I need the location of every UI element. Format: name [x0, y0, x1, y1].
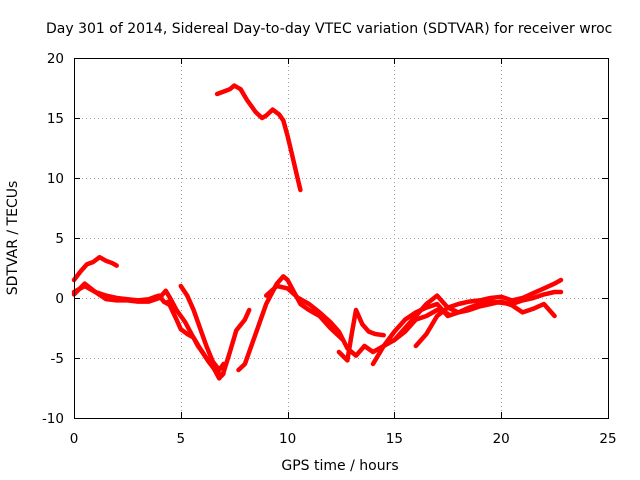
grid-layer [74, 58, 608, 418]
y-tick-label: 15 [47, 111, 64, 127]
tick-layer: 0 5 10 15 20 25 -10 -5 0 5 10 15 20 [42, 51, 617, 447]
series-arc-12 [214, 83, 303, 193]
y-tick-label: 10 [47, 171, 64, 187]
x-axis-label: GPS time / hours [281, 458, 398, 474]
series-arc-8 [336, 307, 386, 363]
x-tick-label: 5 [177, 431, 186, 447]
series-arc-11 [413, 277, 564, 349]
y-tick-label: 5 [55, 231, 64, 247]
x-tick-label: 25 [599, 431, 616, 447]
series-arc-7 [263, 283, 451, 358]
y-tick-label: 20 [47, 51, 64, 67]
series-arc-10 [392, 293, 557, 343]
series-arc-5 [178, 283, 226, 373]
series-arc-9 [370, 289, 564, 367]
chart-title: Day 301 of 2014, Sidereal Day-to-day VTE… [46, 21, 612, 37]
y-tick-label: 0 [55, 291, 64, 307]
x-tick-label: 15 [386, 431, 403, 447]
series-arc-4 [165, 299, 252, 381]
series-layer [71, 83, 564, 381]
x-tick-label: 20 [493, 431, 510, 447]
series-arc-6 [236, 274, 346, 373]
x-tick-label: 10 [279, 431, 296, 447]
y-tick-label: -5 [51, 351, 64, 367]
y-axis-label: SDTVAR / TECUs [5, 181, 21, 296]
series-arc-1 [71, 254, 119, 283]
y-tick-label: -10 [42, 411, 64, 427]
x-tick-label: 0 [70, 431, 79, 447]
